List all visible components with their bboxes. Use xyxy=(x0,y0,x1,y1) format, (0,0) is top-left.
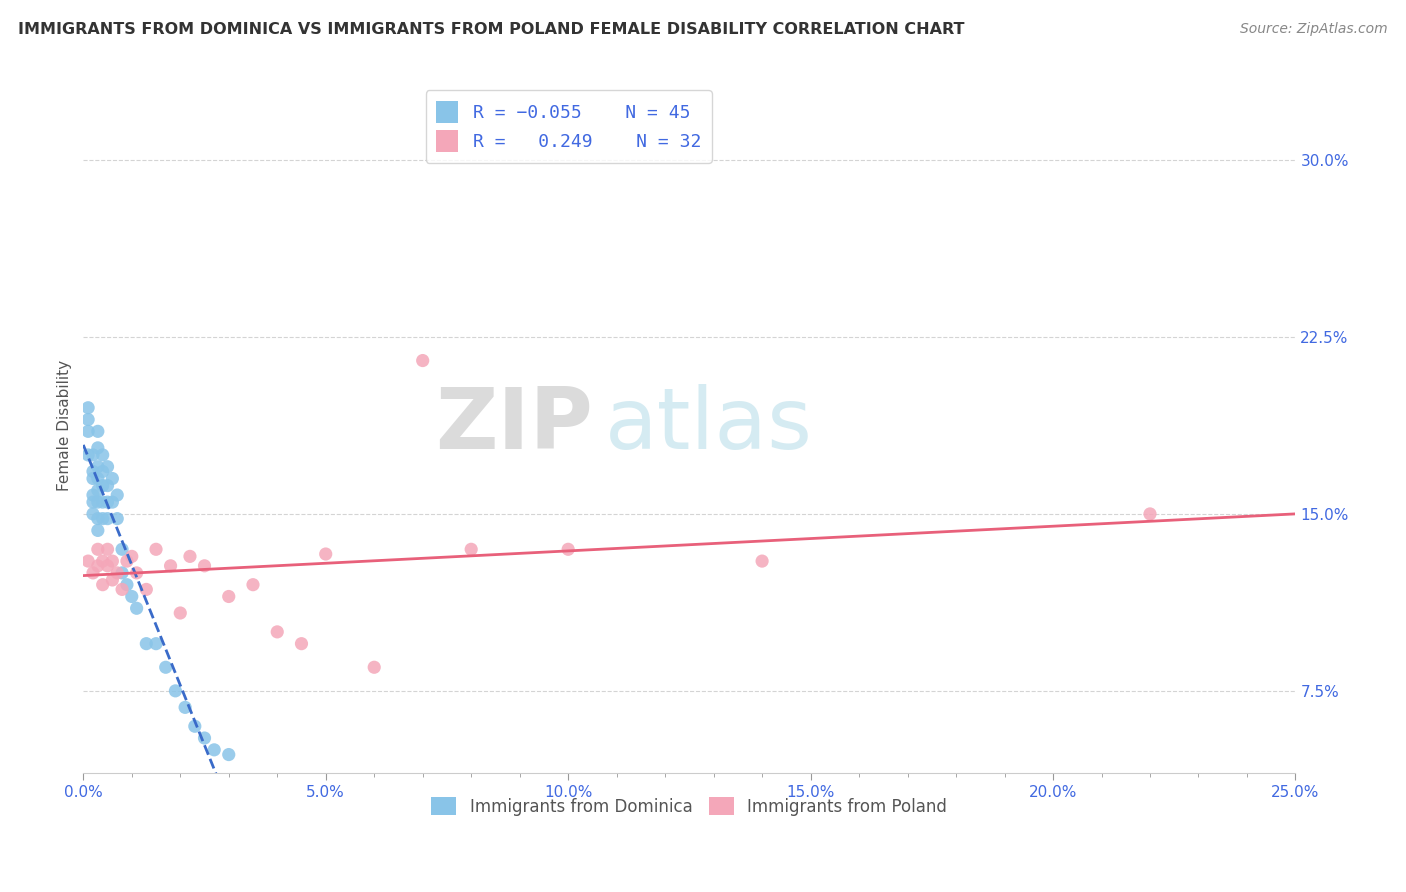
Legend: Immigrants from Dominica, Immigrants from Poland: Immigrants from Dominica, Immigrants fro… xyxy=(423,789,956,824)
Point xyxy=(169,606,191,620)
Point xyxy=(105,488,128,502)
Point xyxy=(111,542,134,557)
Point xyxy=(87,558,110,573)
Text: IMMIGRANTS FROM DOMINICA VS IMMIGRANTS FROM POLAND FEMALE DISABILITY CORRELATION: IMMIGRANTS FROM DOMINICA VS IMMIGRANTS F… xyxy=(18,22,965,37)
Point xyxy=(87,471,110,485)
Text: ZIP: ZIP xyxy=(434,384,592,467)
Point xyxy=(159,558,181,573)
Point xyxy=(77,425,100,439)
Point xyxy=(1139,507,1161,521)
Point xyxy=(218,590,240,604)
Point xyxy=(184,719,207,733)
Point xyxy=(290,637,312,651)
Point xyxy=(101,554,124,568)
Point xyxy=(101,495,124,509)
Point xyxy=(91,495,114,509)
Point xyxy=(218,747,240,762)
Point xyxy=(111,566,134,580)
Point xyxy=(96,542,118,557)
Point xyxy=(121,590,143,604)
Point xyxy=(87,441,110,455)
Text: Source: ZipAtlas.com: Source: ZipAtlas.com xyxy=(1240,22,1388,37)
Point xyxy=(91,554,114,568)
Point xyxy=(135,637,157,651)
Point xyxy=(91,465,114,479)
Point xyxy=(202,743,225,757)
Point xyxy=(101,573,124,587)
Point xyxy=(82,488,104,502)
Point xyxy=(557,542,579,557)
Point xyxy=(135,582,157,597)
Point xyxy=(82,448,104,462)
Point xyxy=(155,660,177,674)
Point xyxy=(145,542,167,557)
Point xyxy=(96,459,118,474)
Point xyxy=(82,465,104,479)
Point xyxy=(77,412,100,426)
Point xyxy=(105,566,128,580)
Point xyxy=(242,577,264,591)
Point xyxy=(179,549,201,564)
Point xyxy=(460,542,482,557)
Point xyxy=(96,478,118,492)
Point xyxy=(315,547,337,561)
Point xyxy=(125,601,148,615)
Point xyxy=(87,495,110,509)
Point xyxy=(87,425,110,439)
Point xyxy=(121,549,143,564)
Point xyxy=(82,507,104,521)
Point xyxy=(165,684,187,698)
Point xyxy=(82,495,104,509)
Point xyxy=(82,471,104,485)
Point xyxy=(87,542,110,557)
Point xyxy=(101,471,124,485)
Point xyxy=(87,511,110,525)
Point xyxy=(96,511,118,525)
Point xyxy=(91,511,114,525)
Point xyxy=(87,483,110,498)
Point xyxy=(87,524,110,538)
Point xyxy=(145,637,167,651)
Point xyxy=(193,731,215,745)
Y-axis label: Female Disability: Female Disability xyxy=(58,359,72,491)
Point xyxy=(87,459,110,474)
Point xyxy=(266,624,288,639)
Point xyxy=(77,401,100,415)
Point xyxy=(115,577,138,591)
Point xyxy=(91,577,114,591)
Point xyxy=(77,448,100,462)
Text: atlas: atlas xyxy=(605,384,813,467)
Point xyxy=(174,700,197,714)
Point xyxy=(82,566,104,580)
Point xyxy=(193,558,215,573)
Point xyxy=(77,554,100,568)
Point xyxy=(125,566,148,580)
Point xyxy=(96,495,118,509)
Point xyxy=(115,554,138,568)
Point xyxy=(363,660,385,674)
Point xyxy=(96,558,118,573)
Point xyxy=(91,448,114,462)
Point xyxy=(105,511,128,525)
Point xyxy=(111,582,134,597)
Point xyxy=(91,478,114,492)
Point xyxy=(412,353,434,368)
Point xyxy=(751,554,773,568)
